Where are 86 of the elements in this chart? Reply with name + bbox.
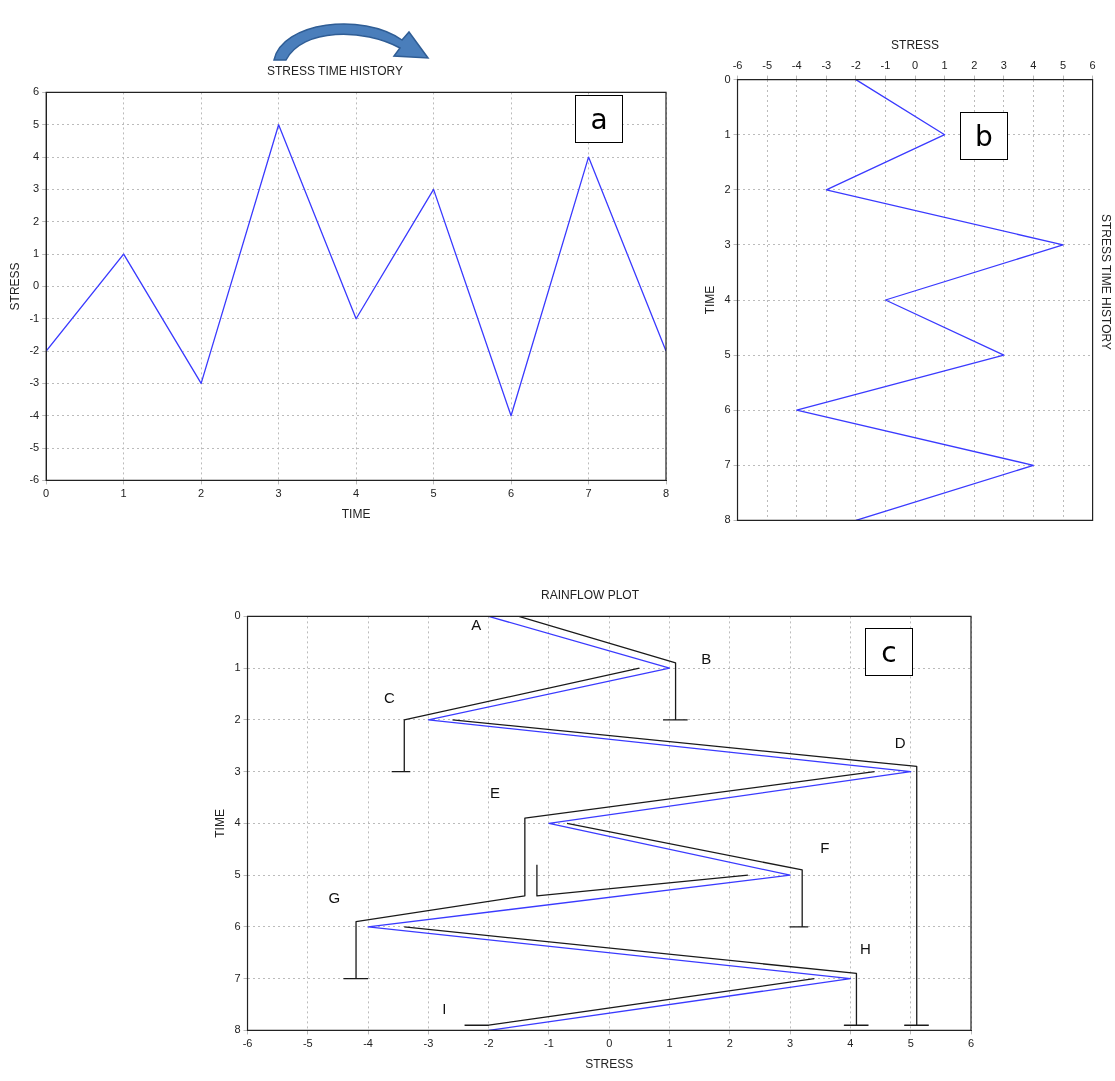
x-tick-label: 6 bbox=[1089, 59, 1096, 72]
x-tick-label: 3 bbox=[1000, 59, 1007, 72]
y-tick-label: 7 bbox=[234, 971, 241, 984]
x-tick-label: 1 bbox=[941, 59, 948, 72]
annotation: C bbox=[383, 688, 395, 706]
y-tick-label: 4 bbox=[33, 150, 40, 163]
x-tick-label: 5 bbox=[907, 1037, 914, 1050]
annotation: I bbox=[442, 1000, 447, 1018]
annotation: B bbox=[701, 650, 712, 668]
x-tick-label: -3 bbox=[423, 1037, 434, 1050]
y-tick-label: 5 bbox=[234, 868, 241, 881]
annotation: F bbox=[820, 838, 830, 856]
x-tick-label: 3 bbox=[787, 1037, 794, 1050]
chart-title: STRESS TIME HISTORY bbox=[266, 63, 404, 78]
x-tick-label: -6 bbox=[732, 59, 743, 72]
y-tick-label: 5 bbox=[33, 117, 40, 130]
x-tick-label: 4 bbox=[847, 1037, 854, 1050]
annotation: E bbox=[489, 784, 500, 802]
x-tick-label: 1 bbox=[666, 1037, 673, 1050]
x-tick-label: 1 bbox=[120, 487, 127, 500]
y-tick-label: 3 bbox=[724, 237, 731, 250]
y-tick-label: 7 bbox=[724, 458, 731, 471]
x-tick-label: -1 bbox=[880, 59, 891, 72]
y-tick-label: 6 bbox=[724, 403, 731, 416]
y-tick-label: 4 bbox=[724, 293, 731, 306]
x-tick-label: -4 bbox=[363, 1037, 373, 1050]
x-axis-title: STRESS bbox=[891, 37, 940, 52]
x-tick-label: 2 bbox=[971, 59, 978, 72]
y-tick-label: 5 bbox=[724, 348, 731, 361]
y-tick-label: 1 bbox=[33, 247, 40, 260]
x-tick-label: 5 bbox=[1059, 59, 1067, 72]
y-tick-label: 8 bbox=[234, 1023, 241, 1036]
annotation: H bbox=[859, 939, 871, 957]
y-tick-label: -3 bbox=[29, 376, 40, 389]
x-axis-title: STRESS bbox=[585, 1057, 634, 1072]
y-tick-label: 0 bbox=[724, 72, 731, 85]
annotation: D bbox=[894, 734, 906, 752]
x-tick-label: 0 bbox=[606, 1037, 613, 1050]
y-tick-label: 6 bbox=[33, 85, 40, 98]
y-tick-label: 1 bbox=[234, 661, 241, 674]
y-axis-title: TIME bbox=[212, 809, 227, 838]
x-tick-label: -2 bbox=[850, 59, 861, 72]
y-tick-label: -6 bbox=[29, 473, 40, 486]
x-tick-label: -5 bbox=[762, 59, 772, 72]
annotation: A bbox=[471, 616, 482, 634]
x-tick-label: 3 bbox=[275, 487, 282, 500]
x-tick-label: -5 bbox=[302, 1037, 313, 1050]
y-tick-label: 4 bbox=[234, 816, 241, 829]
y-tick-label: -4 bbox=[29, 408, 40, 421]
annotation: c bbox=[865, 628, 913, 676]
y-tick-label: 0 bbox=[33, 279, 40, 292]
x-tick-label: -6 bbox=[242, 1037, 253, 1050]
x-tick-label: 4 bbox=[353, 487, 360, 500]
x-tick-label: 6 bbox=[507, 487, 515, 500]
x-tick-label: -1 bbox=[544, 1037, 554, 1050]
x-tick-label: 0 bbox=[43, 487, 50, 500]
y-tick-label: 1 bbox=[724, 127, 731, 140]
x-tick-label: 6 bbox=[967, 1037, 975, 1050]
x-tick-label: 0 bbox=[912, 59, 919, 72]
annotation: G bbox=[328, 889, 341, 907]
x-tick-label: -4 bbox=[791, 59, 802, 72]
text: STRESS TIME HISTORY bbox=[1099, 213, 1114, 351]
annotation: a bbox=[575, 95, 623, 143]
x-tick-label: -2 bbox=[483, 1037, 494, 1050]
chart-title: RAINFLOW PLOT bbox=[540, 587, 640, 602]
x-tick-label: 5 bbox=[430, 487, 437, 500]
y-tick-label: -1 bbox=[29, 311, 40, 324]
x-tick-label: 7 bbox=[585, 487, 592, 500]
y-tick-label: 3 bbox=[33, 182, 40, 195]
x-axis-title: TIME bbox=[341, 507, 371, 522]
y-axis-title: TIME bbox=[702, 285, 717, 315]
x-tick-label: 2 bbox=[198, 487, 205, 500]
annotation: b bbox=[960, 112, 1008, 160]
x-tick-label: -3 bbox=[821, 59, 832, 72]
y-tick-label: 3 bbox=[234, 764, 241, 777]
y-tick-label: 2 bbox=[724, 182, 731, 195]
y-tick-label: 2 bbox=[234, 712, 241, 725]
x-tick-label: 8 bbox=[662, 487, 670, 500]
y-tick-label: -2 bbox=[29, 344, 40, 357]
y-tick-label: 6 bbox=[234, 919, 241, 932]
y-tick-label: 0 bbox=[234, 609, 241, 622]
x-tick-label: 4 bbox=[1030, 59, 1037, 72]
y-tick-label: 2 bbox=[33, 214, 40, 227]
y-tick-label: 8 bbox=[724, 513, 731, 526]
y-axis-title: STRESS bbox=[7, 262, 22, 311]
y-tick-label: -5 bbox=[29, 441, 40, 454]
